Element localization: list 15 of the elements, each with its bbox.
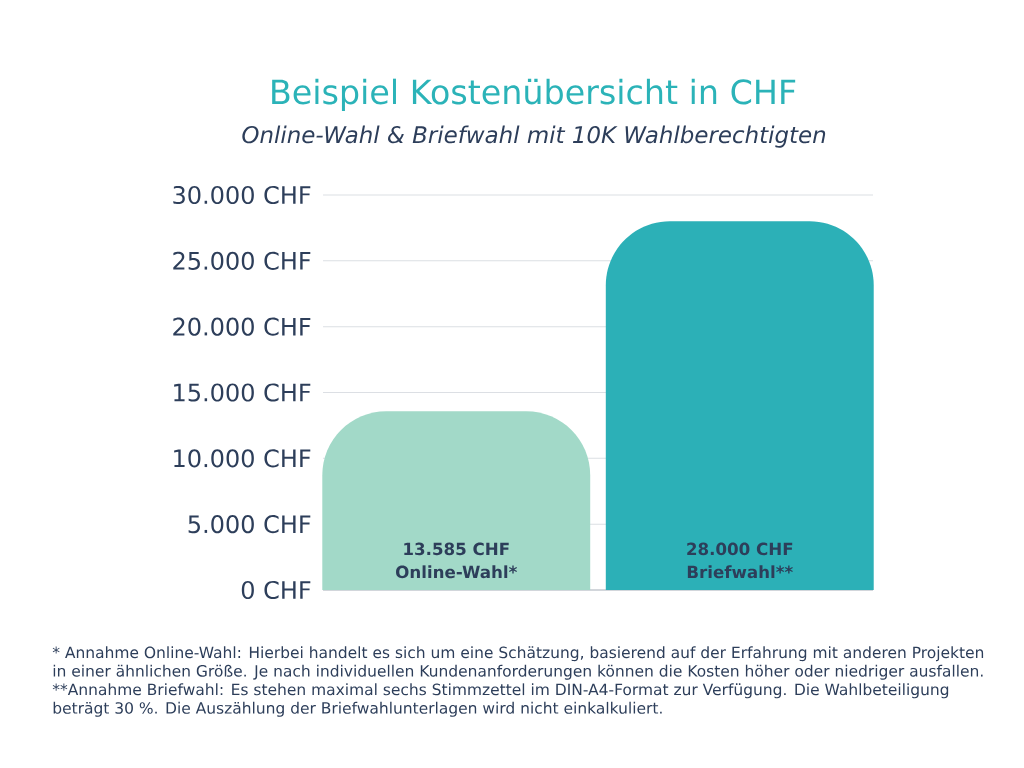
text: * Annahme Online-Wahl: Hierbei handelt es sich um eine Schätzung, basierend auf der Erfahrung mit anderen Projekten in einer ähnlichen Größe. Je nach individuellen Kundenanforderungen können die Kosten höher oder niedriger ausfallen. xyxy=(52,646,984,680)
chart-title: Beispiel Kostenübersicht in CHF xyxy=(272,78,796,111)
data-label: 13.585 CHF xyxy=(404,542,509,556)
chart-subtitle: Online-Wahl & Briefwahl mit 10K Wahlberechtigten xyxy=(242,125,826,148)
y-tick-label: 15.000 CHF xyxy=(174,383,311,402)
y-tick-label: 20.000 CHF xyxy=(173,317,311,336)
y-tick-label: 30.000 CHF xyxy=(173,185,311,205)
y-tick-label: 25.000 CHF xyxy=(173,251,311,270)
text: **Annahme Briefwahl: Es stehen maximal sechs Stimmzettel im DIN-A4-Format zur Verfügung. Die Wahlbeteiligung beträgt 30 %. Die Auszählung der Briefwahlunterlagen wird nicht einkalkuliert. xyxy=(52,683,949,717)
y-tick-label: 5.000 CHF xyxy=(188,515,311,534)
y-tick-label: 0 CHF xyxy=(241,580,311,600)
x-tick-label: Online-Wahl* xyxy=(396,565,518,579)
x-tick-label: Briefwahl** xyxy=(687,565,793,579)
data-label: 28.000 CHF xyxy=(687,542,793,556)
y-tick-label: 10.000 CHF xyxy=(174,449,311,468)
